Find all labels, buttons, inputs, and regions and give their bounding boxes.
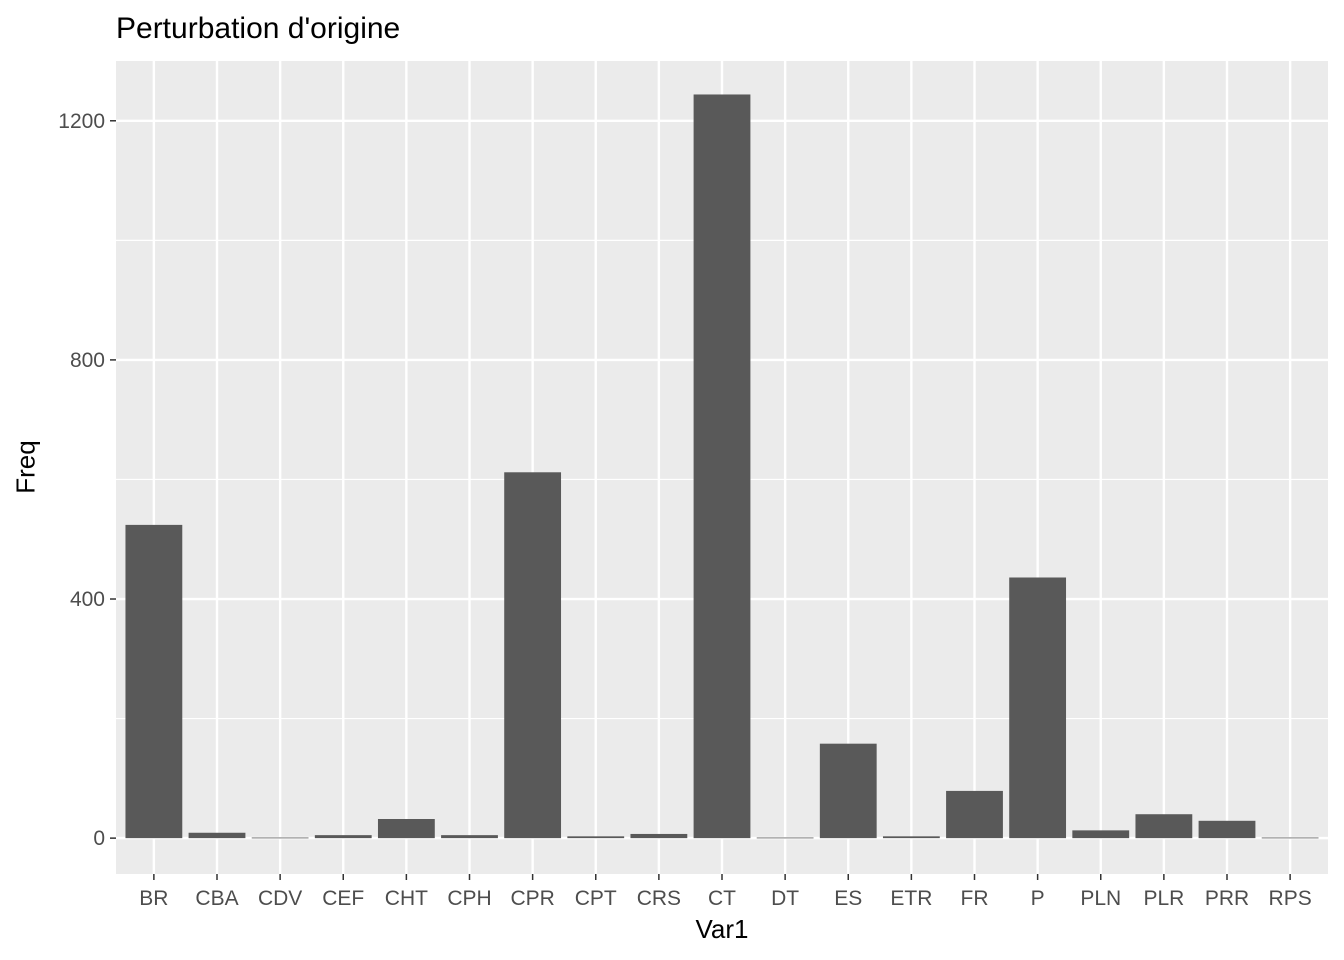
y-tick-label: 0 (93, 827, 105, 850)
bar-fr (946, 790, 1003, 839)
x-tick-label: ES (834, 887, 862, 910)
x-tick-label: PLR (1143, 887, 1184, 910)
bar-etr (882, 836, 940, 839)
bar-cba (188, 832, 246, 839)
x-tick-label: CPH (447, 887, 491, 910)
y-tick-label: 1200 (58, 110, 105, 133)
y-tick-label: 800 (70, 349, 105, 372)
x-tick-label: DT (771, 887, 799, 910)
bar-plr (1135, 814, 1193, 839)
bar-cpt (567, 836, 625, 839)
x-tick-label: CPT (575, 887, 617, 910)
x-tick-label: PLN (1080, 887, 1121, 910)
bar-dt (756, 837, 814, 839)
x-tick-label: BR (139, 887, 168, 910)
x-tick-label: P (1031, 887, 1045, 910)
x-axis-label: Var1 (695, 914, 749, 944)
bar-pln (1072, 830, 1130, 839)
x-axis: BR CBA CDV CEF CHT CPH CPR CPT CRS CT DT ES ETR FR P PL… (139, 874, 1312, 910)
chart-title: Perturbation d'origine (116, 12, 401, 45)
bar-cph (441, 835, 498, 839)
x-tick-label: RPS (1269, 887, 1312, 910)
x-tick-label: CRS (637, 887, 681, 910)
x-tick-label: CEF (322, 887, 364, 910)
bar-prr (1198, 820, 1256, 839)
x-tick-label: CDV (258, 887, 302, 910)
x-tick-label: CT (708, 887, 736, 910)
bar-rps (1261, 837, 1319, 839)
x-tick-label: PRR (1205, 887, 1249, 910)
bar-br (125, 524, 183, 839)
x-tick-label: CBA (195, 887, 238, 910)
bar-cht (377, 819, 435, 839)
bar-cpr (504, 472, 562, 839)
x-tick-label: FR (961, 887, 989, 910)
bar-p (1009, 577, 1067, 839)
bar-cdv (251, 837, 309, 839)
y-axis: 0 400 800 1200 (58, 110, 116, 850)
bar-es (819, 743, 877, 839)
y-tick-label: 400 (70, 588, 105, 611)
bars (125, 94, 1319, 839)
bar-ct (693, 94, 751, 839)
bar-cef (314, 835, 372, 839)
x-tick-label: CHT (385, 887, 428, 910)
bar-crs (630, 833, 688, 839)
x-tick-label: ETR (890, 887, 932, 910)
x-tick-label: CPR (510, 887, 554, 910)
